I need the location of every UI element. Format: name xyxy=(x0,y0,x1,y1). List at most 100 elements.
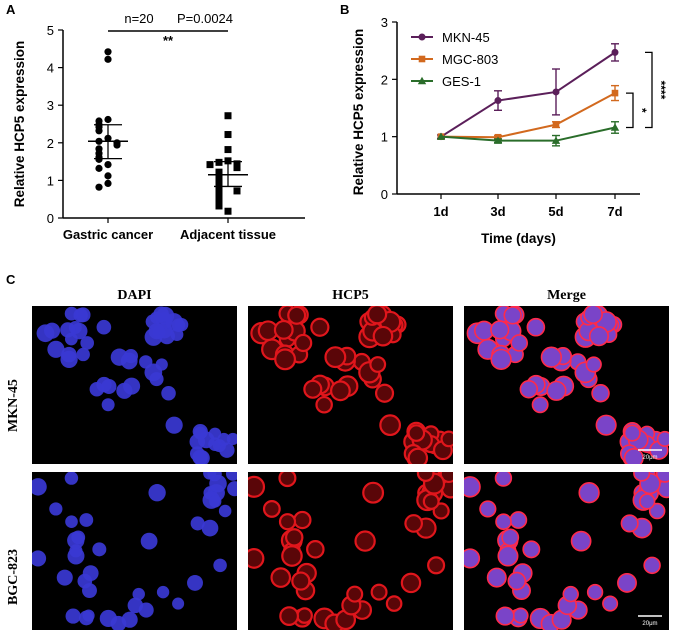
point-a-g0-17 xyxy=(104,172,112,180)
point-s0-2 xyxy=(552,88,560,96)
cell-1-37 xyxy=(369,356,387,373)
cell-0-36 xyxy=(76,347,90,362)
y-axis-title-b: Relative HCP5 expression xyxy=(351,29,366,196)
cell-0-26 xyxy=(219,442,235,458)
chart-a: 0 1 2 3 4 5 Gastric cancer Adjacent tissue Relat… xyxy=(12,11,305,242)
point-a-g1-16 xyxy=(215,194,223,202)
point-s1-2 xyxy=(552,121,560,128)
cell-5-35 xyxy=(495,606,515,626)
point-s1-3 xyxy=(611,89,619,97)
point-a-g0-16 xyxy=(95,164,103,172)
point-a-g1-4 xyxy=(215,158,223,166)
series-line-1 xyxy=(440,92,616,139)
cell-3-37 xyxy=(213,558,227,573)
point-a-g0-6 xyxy=(95,127,103,135)
cell-1-45 xyxy=(303,379,323,399)
y-tick-label-b-1: 1 xyxy=(381,130,388,145)
cell-0-48 xyxy=(80,336,94,350)
cell-4-16 xyxy=(278,472,297,488)
cell-5-4 xyxy=(464,548,481,569)
cell-4-25 xyxy=(354,530,376,552)
cell-1-52 xyxy=(273,319,294,340)
cell-1-57 xyxy=(330,380,351,402)
x-tick-label-b-0: 1d xyxy=(433,204,448,219)
cell-0-56 xyxy=(60,350,78,369)
cell-5-16 xyxy=(494,472,513,487)
cell-5-5 xyxy=(509,511,528,529)
legend-label-2: GES-1 xyxy=(442,74,481,89)
cell-0-52 xyxy=(60,322,76,338)
cell-2-49 xyxy=(540,346,562,368)
cell-3-28 xyxy=(77,573,93,589)
x-tick-label-a-0: Gastric cancer xyxy=(63,227,153,242)
cell-0-47 xyxy=(165,313,183,331)
series-line-2 xyxy=(440,126,616,142)
cell-5-12 xyxy=(479,500,497,518)
x-tick-label-b-3: 7d xyxy=(607,204,622,219)
panel-c-label: C xyxy=(6,272,16,287)
y-tick-label-b-0: 0 xyxy=(381,187,388,202)
y-tick-label-a-4: 4 xyxy=(47,61,54,76)
cell-4-28 xyxy=(291,571,311,591)
point-a-g1-1 xyxy=(224,131,232,139)
point-a-g1-6 xyxy=(206,161,214,169)
cell-3-9 xyxy=(201,519,219,537)
point-a-g0-2 xyxy=(104,115,112,124)
panel-b-label: B xyxy=(340,2,350,17)
cell-4-38 xyxy=(416,472,435,482)
cell-0-20 xyxy=(96,319,112,335)
cell-2-54 xyxy=(623,447,644,464)
micrograph-bgc823-dapi xyxy=(32,472,237,630)
scalebar-label-2: 20μm xyxy=(642,455,657,461)
y-axis-title-a: Relative HCP5 expression xyxy=(12,41,27,208)
cell-5-37 xyxy=(643,556,661,575)
row-header-bgc823: BGC-823 xyxy=(6,549,21,605)
cell-3-1 xyxy=(148,484,166,502)
cell-5-36 xyxy=(497,545,519,567)
cell-1-25 xyxy=(379,414,402,437)
cell-5-25 xyxy=(570,530,592,552)
cell-3-30 xyxy=(209,495,222,508)
micrograph-bgc823-hcp5 xyxy=(248,472,453,630)
cell-1-20 xyxy=(310,317,330,337)
point-a-g1-11 xyxy=(215,179,223,187)
point-a-g0-15 xyxy=(104,161,112,169)
cell-3-5 xyxy=(79,513,94,527)
cell-5-8 xyxy=(464,476,481,498)
micrograph-mkn45-dapi xyxy=(32,306,237,464)
cell-5-21 xyxy=(620,514,639,533)
cell-1-54 xyxy=(407,447,429,464)
legend-marker-2 xyxy=(417,76,427,85)
cell-3-38 xyxy=(203,472,217,480)
point-s2-3 xyxy=(610,123,620,131)
micrograph-mkn45-hcp5 xyxy=(248,306,453,464)
cell-3-12 xyxy=(49,502,63,516)
cell-5-32 xyxy=(495,513,512,530)
column-header-merge: Merge xyxy=(547,288,586,303)
cell-2-25 xyxy=(595,414,617,436)
cell-2-52 xyxy=(490,320,510,340)
column-header-hcp5: HCP5 xyxy=(332,288,369,303)
cell-2-50 xyxy=(623,424,641,442)
cell-0-37 xyxy=(155,358,168,371)
cell-3-41 xyxy=(92,542,107,557)
cell-3-25 xyxy=(140,532,158,550)
cell-4-4 xyxy=(248,548,265,569)
cell-3-8 xyxy=(32,478,47,496)
point-s2-2 xyxy=(551,136,561,144)
y-tick-label-b-3: 3 xyxy=(381,15,388,30)
cell-2-53 xyxy=(591,383,610,403)
cell-0-25 xyxy=(165,416,183,434)
cell-4-27 xyxy=(296,607,313,624)
cell-0-28 xyxy=(44,322,61,339)
cell-4-36 xyxy=(281,545,303,567)
cell-4-6 xyxy=(432,502,450,520)
cell-0-57 xyxy=(116,382,133,399)
cell-4-29 xyxy=(400,572,422,594)
cell-2-56 xyxy=(490,348,512,371)
point-a-g1-2 xyxy=(224,146,232,154)
panel-a-label: A xyxy=(6,2,16,17)
cell-2-20 xyxy=(526,317,546,337)
point-a-g1-7 xyxy=(233,164,241,172)
cell-4-35 xyxy=(279,606,300,626)
